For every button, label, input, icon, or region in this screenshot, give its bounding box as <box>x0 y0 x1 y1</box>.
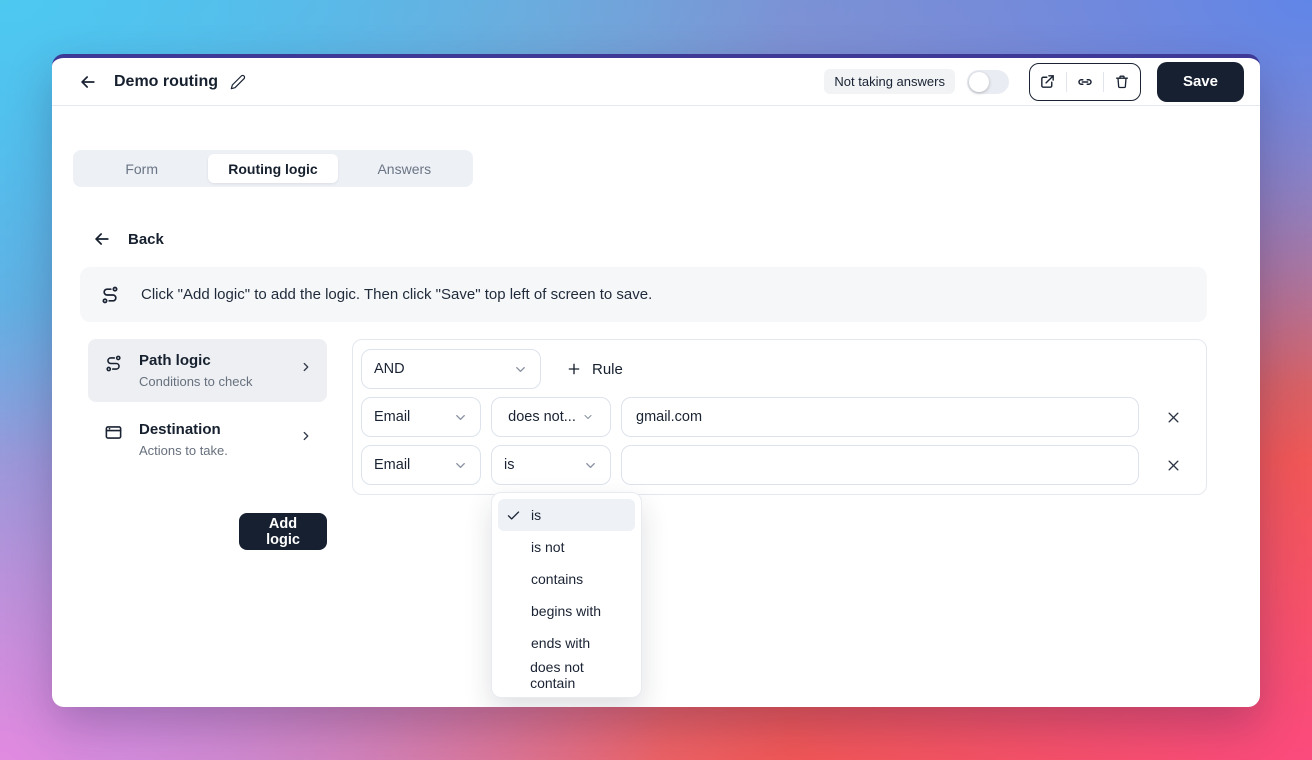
menu-item-is[interactable]: is <box>498 499 635 531</box>
window-icon <box>104 423 123 442</box>
back-label: Back <box>128 230 164 248</box>
rule-2-field-select[interactable]: Email <box>361 445 481 485</box>
rule-1-value-input[interactable] <box>621 397 1139 437</box>
rule-1-field-select[interactable]: Email <box>361 397 481 437</box>
menu-item-begins-with[interactable]: begins with <box>498 595 635 627</box>
remove-rule-1-x-icon[interactable] <box>1149 397 1197 437</box>
tab-form[interactable]: Form <box>77 154 206 183</box>
header-actions: Not taking answers Save <box>824 61 1244 102</box>
operator-value: is <box>504 457 515 473</box>
sidebar-item-text: Path logic Conditions to check <box>139 352 283 389</box>
content: Form Routing logic Answers Back Click "A… <box>52 106 1260 698</box>
tab-bar: Form Routing logic Answers <box>73 150 473 187</box>
sidebar-item-text: Destination Actions to take. <box>139 421 283 458</box>
chevron-down-icon <box>582 411 594 423</box>
menu-item-label: ends with <box>531 635 591 651</box>
add-rule-label: Rule <box>592 360 623 378</box>
back-arrow-icon[interactable] <box>78 72 98 92</box>
menu-item-does-not-contain[interactable]: does not contain <box>498 659 635 691</box>
header: Demo routing Not taking answers Save <box>52 58 1260 106</box>
sidebar-item-path-logic[interactable]: Path logic Conditions to check <box>88 339 327 402</box>
menu-item-label: contains <box>531 571 584 587</box>
rule-2-operator-select[interactable]: is <box>491 445 611 485</box>
operator-value: does not... <box>508 409 576 425</box>
edit-title-pencil-icon[interactable] <box>230 74 246 90</box>
menu-item-is-not[interactable]: is not <box>498 531 635 563</box>
chevron-down-icon <box>513 362 528 377</box>
rule-row: Email does not... <box>361 397 1197 437</box>
rule-2-value-input[interactable] <box>621 445 1139 485</box>
rule-row: Email is <box>361 445 1197 698</box>
field-value: Email <box>374 457 411 473</box>
sidebar-item-destination[interactable]: Destination Actions to take. <box>88 408 327 471</box>
back-link[interactable]: Back <box>92 229 164 249</box>
chevron-down-icon <box>453 410 468 425</box>
save-button[interactable]: Save <box>1156 61 1244 102</box>
trash-icon[interactable] <box>1104 64 1140 100</box>
accept-answers-toggle[interactable] <box>966 69 1009 94</box>
chevron-right-icon <box>299 429 313 443</box>
combinator-value: AND <box>374 361 405 377</box>
menu-item-label: begins with <box>531 603 602 619</box>
operator-dropdown-menu: is is not contains begins with <box>491 492 642 698</box>
status-badge: Not taking answers <box>824 69 955 94</box>
menu-item-contains[interactable]: contains <box>498 563 635 595</box>
open-external-icon[interactable] <box>1030 64 1066 100</box>
rule-1-operator-select[interactable]: does not... <box>491 397 611 437</box>
divider <box>1102 71 1104 92</box>
route-icon <box>104 354 123 373</box>
banner-text: Click "Add logic" to add the logic. Then… <box>141 286 653 303</box>
back-arrow-icon <box>92 229 112 249</box>
chevron-down-icon <box>583 458 598 473</box>
add-rule-button[interactable]: Rule <box>566 361 623 378</box>
plus-icon <box>566 361 582 377</box>
combinator-select[interactable]: AND <box>361 349 541 389</box>
sidebar-item-title: Destination <box>139 421 221 438</box>
sidebar-item-subtitle: Conditions to check <box>139 374 253 389</box>
copy-link-icon[interactable] <box>1067 64 1103 100</box>
info-banner: Click "Add logic" to add the logic. Then… <box>80 267 1207 322</box>
menu-item-label: is not <box>531 539 565 555</box>
divider <box>1065 71 1067 92</box>
chevron-right-icon <box>299 360 313 374</box>
remove-rule-2-x-icon[interactable] <box>1149 445 1197 485</box>
tab-routing-logic[interactable]: Routing logic <box>208 154 338 183</box>
check-icon <box>506 508 522 523</box>
menu-item-label: does not contain <box>530 659 584 691</box>
add-logic-button[interactable]: Add logic <box>239 513 327 550</box>
toggle-knob <box>968 71 989 92</box>
combinator-row: AND Rule <box>361 349 1197 389</box>
route-icon <box>100 285 120 305</box>
logic-rules-panel: AND Rule Email <box>352 339 1207 698</box>
sidebar-item-subtitle: Actions to take. <box>139 443 228 458</box>
chevron-down-icon <box>453 458 468 473</box>
page-title: Demo routing <box>114 72 218 90</box>
field-value: Email <box>374 409 411 425</box>
tab-answers[interactable]: Answers <box>340 154 469 183</box>
menu-item-label: is <box>531 507 542 523</box>
share-icon-group <box>1028 62 1141 101</box>
menu-item-ends-with[interactable]: ends with <box>498 627 635 659</box>
app-window: Demo routing Not taking answers Save <box>52 54 1260 707</box>
logic-sidebar: Path logic Conditions to check Destinati… <box>88 339 327 550</box>
sidebar-item-title: Path logic <box>139 352 211 369</box>
